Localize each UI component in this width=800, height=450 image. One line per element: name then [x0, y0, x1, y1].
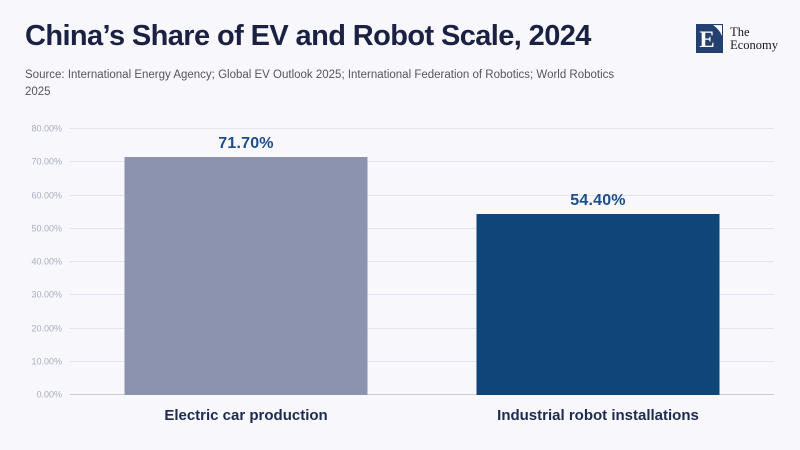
bar-slot-electric-car-production: 71.70% Electric car production: [70, 129, 422, 424]
plot-area: 0.00% 10.00% 20.00% 30.00% 40.00% 50.00% 60.00…: [31, 124, 774, 424]
source-note: Source: International Energy Agency; Glo…: [25, 69, 615, 98]
y-axis-tick-label: 80.00%: [31, 123, 62, 134]
y-axis-tick-label: 30.00%: [31, 289, 62, 300]
y-axis-tick-label: 20.00%: [31, 323, 62, 333]
gridline: 30.00%: [31, 290, 774, 300]
page-title: China’s Share of EV and Robot Scale, 202…: [25, 20, 591, 52]
y-axis-tick-label: 40.00%: [31, 256, 62, 267]
gridline: 10.00%: [31, 356, 774, 366]
the-economy-logo: E The Economy: [696, 24, 778, 53]
logo-wordmark: The Economy: [730, 24, 778, 52]
logo-text-line2: Economy: [730, 37, 778, 52]
gridline: 40.00%: [31, 257, 774, 267]
gridline: 50.00%: [31, 223, 774, 233]
gridline: 70.00%: [31, 157, 774, 167]
y-axis-tick-label: 0.00%: [36, 389, 62, 400]
y-axis-tick-label: 70.00%: [31, 156, 62, 167]
logo-e-icon: E: [696, 24, 724, 53]
gridline: 60.00%: [31, 190, 774, 200]
bar-value-label: 54.40%: [570, 192, 626, 210]
bar-slot-industrial-robot-installations: 54.40% Industrial robot installations: [422, 129, 774, 424]
x-axis-category-label: Industrial robot installations: [497, 407, 699, 424]
y-axis-tick-label: 50.00%: [31, 223, 62, 234]
y-axis-tick-label: 60.00%: [31, 190, 62, 200]
gridline: 0.00%: [36, 390, 774, 400]
logo-letter: E: [699, 26, 715, 52]
gridline: 80.00%: [31, 124, 774, 134]
logo-text-line1: The: [730, 24, 750, 39]
bar-industrial-robot-installations: 54.40%: [476, 192, 720, 395]
logo-apostrophe-icon: [713, 25, 723, 36]
gridline: 20.00%: [31, 323, 774, 333]
bar-electric-car-production: 71.70%: [124, 135, 368, 395]
y-axis-tick-label: 10.00%: [31, 356, 62, 367]
x-axis-category-label: Electric car production: [164, 407, 328, 424]
bar-value-label: 71.70%: [218, 134, 274, 152]
